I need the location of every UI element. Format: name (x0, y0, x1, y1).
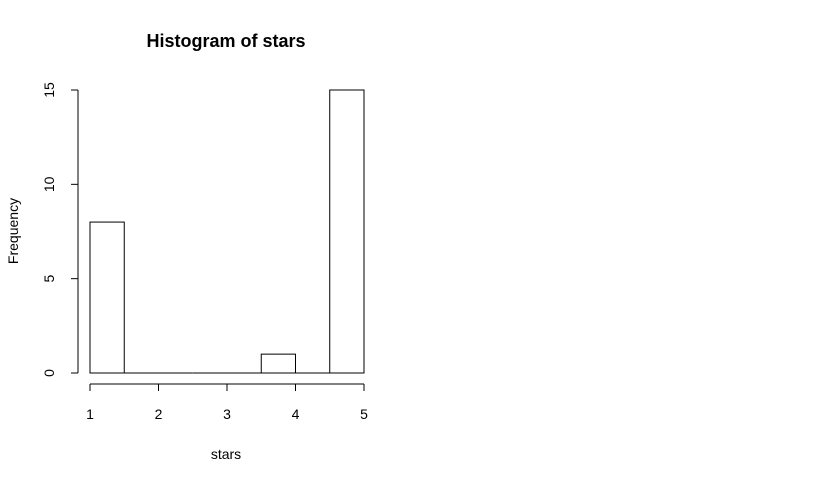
y-tick-label: 10 (41, 176, 57, 192)
histogram-bar (89, 221, 125, 374)
x-axis: 1 2 3 4 5 (86, 383, 368, 422)
x-tick-label: 5 (360, 406, 368, 422)
x-tick-label: 1 (86, 406, 94, 422)
histogram-bar (329, 89, 365, 374)
x-axis-label: stars (211, 446, 241, 462)
histogram-bar (260, 353, 296, 374)
x-tick-label: 4 (292, 406, 300, 422)
y-axis-label: Frequency (5, 198, 21, 264)
bars-group (89, 89, 365, 374)
y-tick-label: 5 (41, 275, 57, 283)
y-tick-label: 0 (41, 369, 57, 377)
x-tick-label: 3 (223, 406, 231, 422)
chart-title: Histogram of stars (146, 31, 305, 51)
y-tick-label: 15 (41, 82, 57, 98)
y-axis: 0 5 10 15 (41, 82, 79, 377)
x-tick-label: 2 (155, 406, 163, 422)
